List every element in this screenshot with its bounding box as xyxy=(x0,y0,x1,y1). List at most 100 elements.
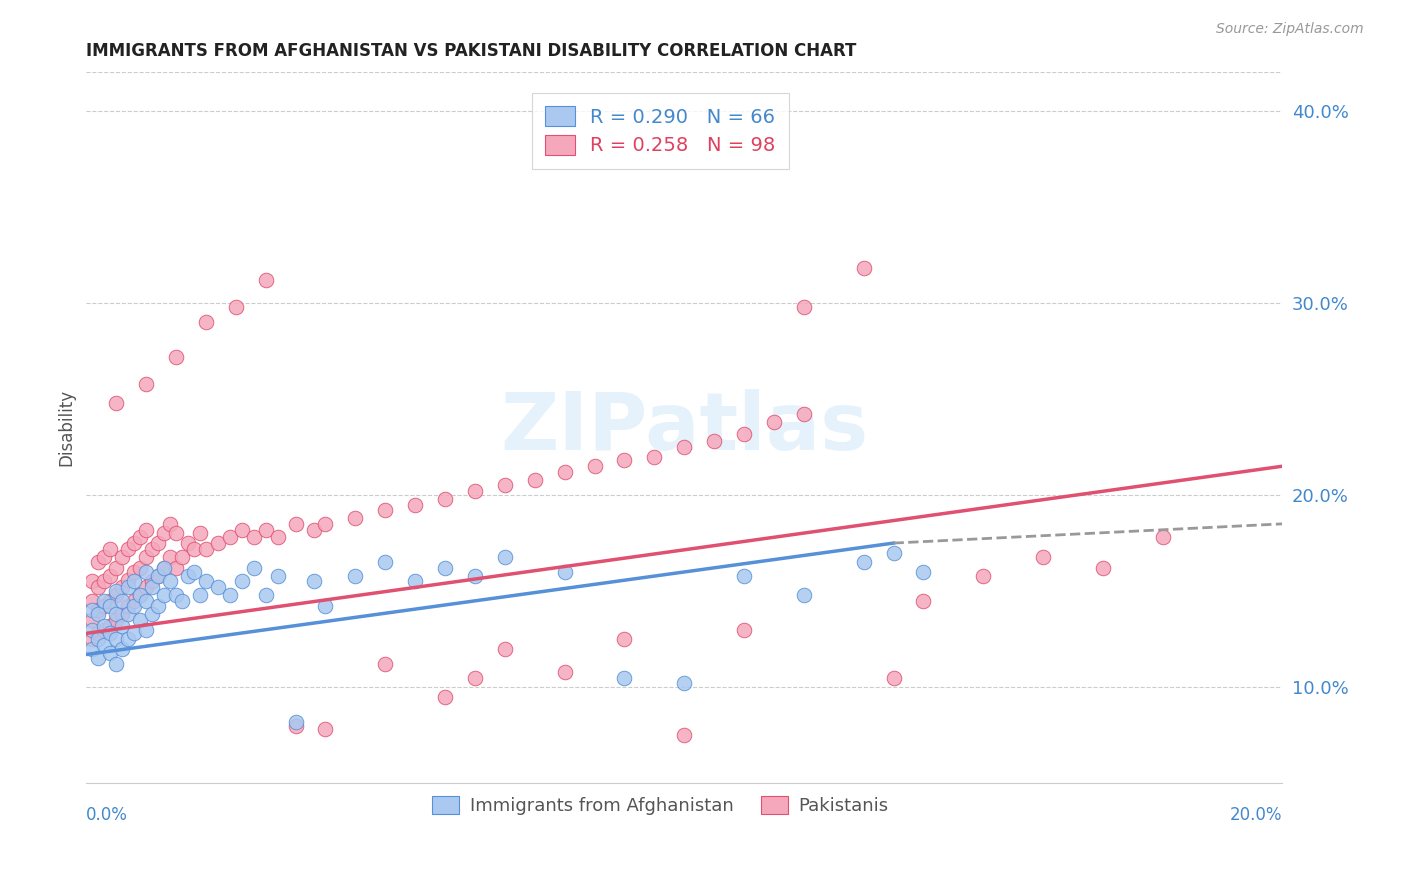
Point xyxy=(242,530,264,544)
Text: 20.0%: 20.0% xyxy=(1230,806,1282,824)
Point xyxy=(703,434,725,449)
Point xyxy=(93,549,115,564)
Point xyxy=(254,273,277,287)
Point xyxy=(82,574,104,589)
Point xyxy=(141,580,163,594)
Point xyxy=(87,626,110,640)
Point xyxy=(87,651,110,665)
Point xyxy=(105,657,128,672)
Text: Source: ZipAtlas.com: Source: ZipAtlas.com xyxy=(1216,22,1364,37)
Point xyxy=(643,450,665,464)
Point xyxy=(733,426,755,441)
Point xyxy=(494,549,516,564)
Point xyxy=(302,574,325,589)
Point xyxy=(122,536,145,550)
Point xyxy=(613,453,636,467)
Point xyxy=(972,568,994,582)
Point xyxy=(434,491,457,506)
Point xyxy=(225,300,247,314)
Point xyxy=(183,541,205,556)
Point xyxy=(98,541,121,556)
Point xyxy=(122,565,145,579)
Point xyxy=(314,599,336,614)
Point xyxy=(266,530,288,544)
Point xyxy=(165,526,187,541)
Point xyxy=(673,728,696,742)
Point xyxy=(98,626,121,640)
Point xyxy=(1091,561,1114,575)
Point xyxy=(153,588,176,602)
Point xyxy=(117,607,139,622)
Point xyxy=(111,549,134,564)
Point xyxy=(159,574,181,589)
Point xyxy=(613,671,636,685)
Point xyxy=(314,723,336,737)
Point xyxy=(105,607,128,622)
Point xyxy=(117,541,139,556)
Point xyxy=(105,613,128,627)
Point xyxy=(159,549,181,564)
Point xyxy=(284,516,307,531)
Point xyxy=(464,671,486,685)
Point xyxy=(135,549,157,564)
Point xyxy=(494,478,516,492)
Point xyxy=(762,415,785,429)
Point xyxy=(554,465,576,479)
Point xyxy=(129,613,152,627)
Point xyxy=(117,599,139,614)
Point xyxy=(111,607,134,622)
Point xyxy=(673,440,696,454)
Point xyxy=(93,623,115,637)
Point xyxy=(165,588,187,602)
Point xyxy=(344,511,367,525)
Point xyxy=(111,580,134,594)
Point xyxy=(87,632,110,647)
Point xyxy=(1032,549,1054,564)
Point xyxy=(231,574,253,589)
Point xyxy=(135,376,157,391)
Point xyxy=(207,536,229,550)
Point xyxy=(793,300,815,314)
Point xyxy=(188,526,211,541)
Point xyxy=(165,561,187,575)
Point xyxy=(494,641,516,656)
Point xyxy=(554,565,576,579)
Point xyxy=(254,523,277,537)
Point xyxy=(284,718,307,732)
Point xyxy=(82,623,104,637)
Point xyxy=(583,459,606,474)
Point xyxy=(153,526,176,541)
Point xyxy=(135,623,157,637)
Point xyxy=(733,568,755,582)
Point xyxy=(122,599,145,614)
Point xyxy=(135,580,157,594)
Point xyxy=(87,607,110,622)
Point xyxy=(93,618,115,632)
Point xyxy=(117,573,139,587)
Point xyxy=(523,473,546,487)
Point xyxy=(153,561,176,575)
Point xyxy=(314,516,336,531)
Point xyxy=(105,632,128,647)
Point xyxy=(122,626,145,640)
Point xyxy=(733,623,755,637)
Point xyxy=(374,657,396,672)
Point xyxy=(852,555,875,569)
Point xyxy=(98,646,121,660)
Point xyxy=(170,593,193,607)
Point xyxy=(218,588,240,602)
Point xyxy=(883,546,905,560)
Text: ZIPatlas: ZIPatlas xyxy=(501,389,869,467)
Text: IMMIGRANTS FROM AFGHANISTAN VS PAKISTANI DISABILITY CORRELATION CHART: IMMIGRANTS FROM AFGHANISTAN VS PAKISTANI… xyxy=(86,42,856,60)
Point xyxy=(183,565,205,579)
Point xyxy=(98,618,121,632)
Point xyxy=(93,638,115,652)
Point xyxy=(117,632,139,647)
Point xyxy=(82,593,104,607)
Point xyxy=(434,561,457,575)
Point xyxy=(554,665,576,679)
Point xyxy=(135,565,157,579)
Point xyxy=(194,541,217,556)
Point xyxy=(82,613,104,627)
Text: 0.0%: 0.0% xyxy=(86,806,128,824)
